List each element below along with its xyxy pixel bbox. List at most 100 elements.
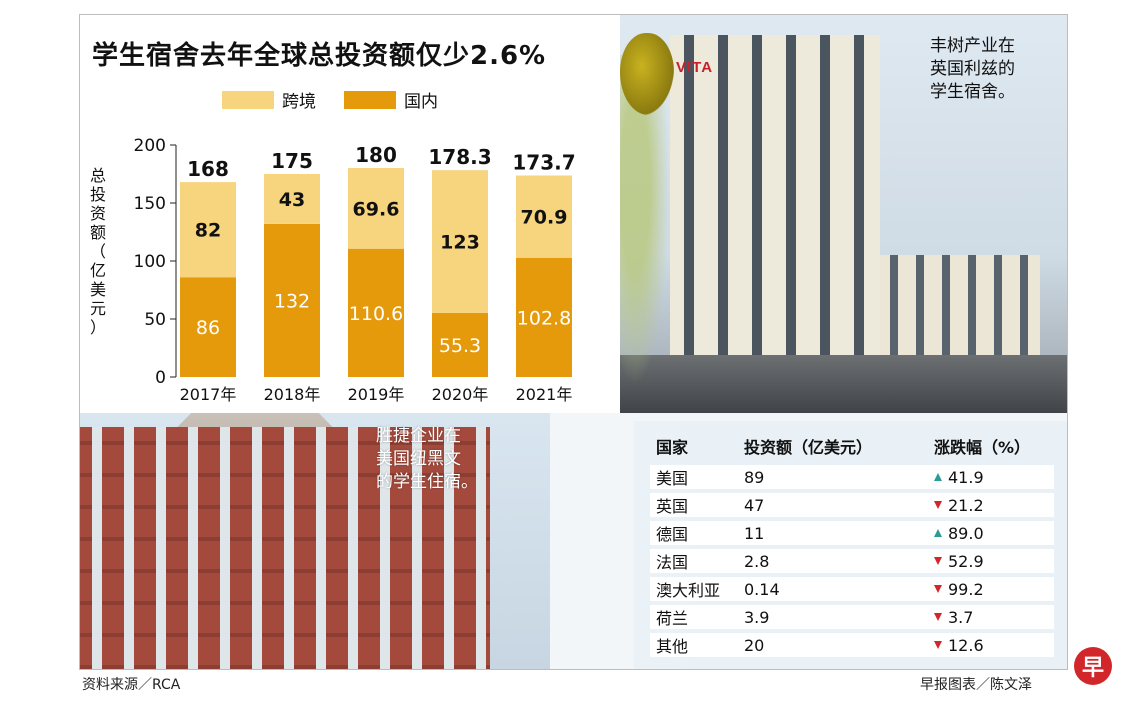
bar-domestic bbox=[180, 277, 236, 377]
table-header-row: 国家 投资额（亿美元） 涨跌幅（%） bbox=[650, 431, 1054, 461]
cell-country: 美国 bbox=[656, 469, 689, 488]
cell-amount: 20 bbox=[744, 635, 765, 655]
value-label-total: 173.7 bbox=[512, 151, 575, 175]
triangle-down-icon bbox=[934, 557, 942, 565]
zaobao-logo: 早 bbox=[1074, 647, 1112, 685]
triangle-up-icon bbox=[934, 473, 942, 481]
country-table: 国家 投资额（亿美元） 涨跌幅（%） 美国 89 41.9 英国 47 21.2 德国 11 8… bbox=[650, 431, 1054, 657]
legend-label-cross-border: 跨境 bbox=[282, 92, 316, 112]
cell-country: 法国 bbox=[656, 553, 689, 572]
cell-change: 21.2 bbox=[922, 496, 1054, 515]
y-tick-label: 100 bbox=[134, 252, 166, 272]
table-row: 德国 11 89.0 bbox=[650, 521, 1054, 545]
leeds-building-tower bbox=[670, 35, 880, 385]
value-label-domestic: 102.8 bbox=[517, 307, 571, 329]
value-label-total: 180 bbox=[355, 143, 397, 167]
x-tick-label: 2021年 bbox=[516, 385, 573, 404]
bar-cross-border bbox=[180, 182, 236, 278]
cell-country: 荷兰 bbox=[656, 609, 689, 628]
bar-domestic bbox=[264, 223, 320, 377]
x-tick-label: 2017年 bbox=[180, 385, 237, 404]
leeds-photo-caption: 丰树产业在 英国利兹的 学生宿舍。 bbox=[930, 36, 1015, 102]
x-tick-label: 2018年 bbox=[264, 385, 321, 404]
cell-change-value: 41.9 bbox=[948, 467, 984, 487]
header-country: 国家 bbox=[656, 438, 689, 457]
value-label-domestic: 132 bbox=[274, 290, 310, 312]
bar-domestic bbox=[516, 257, 572, 377]
new-haven-photo-caption: 胜捷企业在 美国纽黑文 的学生住宿。 bbox=[376, 426, 478, 492]
cell-change-value: 12.6 bbox=[948, 635, 984, 655]
cell-change: 99.2 bbox=[922, 580, 1054, 599]
bar-domestic bbox=[432, 312, 488, 377]
table-body: 美国 89 41.9 英国 47 21.2 德国 11 89.0 法国 2.8 52.9 澳大利亚 0.1… bbox=[650, 465, 1054, 657]
leeds-street bbox=[620, 355, 1067, 413]
credit-note: 早报图表／陈文泽 bbox=[920, 677, 1032, 693]
y-tick-label: 50 bbox=[144, 310, 166, 330]
country-table-panel: 国家 投资额（亿美元） 涨跌幅（%） 美国 89 41.9 英国 47 21.2 德国 11 8… bbox=[634, 421, 1067, 669]
y-axis-title-char: ） bbox=[90, 318, 106, 337]
leaf-decoration bbox=[620, 33, 674, 115]
legend-label-domestic: 国内 bbox=[404, 92, 438, 112]
table-row: 英国 47 21.2 bbox=[650, 493, 1054, 517]
header-change: 涨跌幅（%） bbox=[934, 438, 1031, 457]
value-label-domestic: 86 bbox=[196, 317, 220, 339]
cell-amount: 89 bbox=[744, 467, 765, 487]
x-tick-label: 2020年 bbox=[432, 385, 489, 404]
value-label-domestic: 55.3 bbox=[439, 335, 481, 357]
bar-cross-border bbox=[264, 174, 320, 224]
cell-amount: 2.8 bbox=[744, 551, 770, 571]
legend-item-cross-border: 跨境 bbox=[222, 87, 316, 112]
y-tick-label: 0 bbox=[155, 368, 166, 388]
value-label-cross-border: 123 bbox=[440, 232, 480, 254]
y-axis-title-char: 美 bbox=[90, 280, 106, 299]
cell-change-value: 89.0 bbox=[948, 523, 984, 543]
cell-change: 41.9 bbox=[922, 468, 1054, 487]
value-label-total: 168 bbox=[187, 157, 229, 181]
triangle-down-icon bbox=[934, 641, 942, 649]
table-row: 澳大利亚 0.14 99.2 bbox=[650, 577, 1054, 601]
table-row: 其他 20 12.6 bbox=[650, 633, 1054, 657]
value-label-total: 175 bbox=[271, 149, 313, 173]
y-axis-title-char: 总 bbox=[90, 166, 106, 185]
y-axis-title-char: 元 bbox=[90, 299, 106, 318]
bar-cross-border bbox=[432, 170, 488, 313]
cell-amount: 11 bbox=[744, 523, 765, 543]
cell-change: 52.9 bbox=[922, 552, 1054, 571]
cell-change-value: 21.2 bbox=[948, 495, 984, 515]
cell-amount: 0.14 bbox=[744, 579, 780, 599]
header-amount: 投资额（亿美元） bbox=[744, 438, 873, 457]
bar-cross-border bbox=[516, 175, 572, 258]
triangle-down-icon bbox=[934, 585, 942, 593]
vita-sign: VITA bbox=[676, 59, 714, 76]
value-label-cross-border: 70.9 bbox=[521, 207, 568, 229]
y-axis-title-char: 亿 bbox=[90, 261, 106, 280]
cell-country: 英国 bbox=[656, 497, 689, 516]
stacked-bar-chart: 0 50 100 150 200 总投资额（亿美元） 86 82 168 2017年 132 43 17… bbox=[90, 136, 576, 404]
cell-amount: 47 bbox=[744, 495, 765, 515]
value-label-cross-border: 82 bbox=[195, 220, 221, 242]
value-label-domestic: 110.6 bbox=[349, 303, 403, 325]
legend-swatch-domestic bbox=[344, 90, 396, 109]
value-label-cross-border: 43 bbox=[279, 189, 305, 211]
triangle-down-icon bbox=[934, 501, 942, 509]
bar-domestic bbox=[348, 248, 404, 377]
triangle-down-icon bbox=[934, 613, 942, 621]
cell-country: 其他 bbox=[656, 637, 689, 656]
legend-swatch-cross-border bbox=[222, 90, 274, 109]
table-row: 法国 2.8 52.9 bbox=[650, 549, 1054, 573]
cell-change-value: 99.2 bbox=[948, 579, 984, 599]
x-tick-label: 2019年 bbox=[348, 385, 405, 404]
value-label-total: 178.3 bbox=[428, 145, 491, 169]
y-axis-title-char: 投 bbox=[90, 185, 106, 204]
triangle-up-icon bbox=[934, 529, 942, 537]
source-note: 资料来源／RCA bbox=[82, 677, 181, 693]
bar-cross-border bbox=[348, 167, 404, 249]
legend-item-domestic: 国内 bbox=[344, 87, 438, 112]
chart-panel: 学生宿舍去年全球总投资额仅少2.6% 跨境 国内 0 50 100 150 200 总投资… bbox=[80, 15, 620, 413]
cell-amount: 3.9 bbox=[744, 607, 770, 627]
y-tick-label: 200 bbox=[134, 136, 166, 156]
cell-change: 89.0 bbox=[922, 524, 1054, 543]
cell-country: 德国 bbox=[656, 525, 689, 544]
table-row: 荷兰 3.9 3.7 bbox=[650, 605, 1054, 629]
cell-change-value: 3.7 bbox=[948, 607, 974, 627]
